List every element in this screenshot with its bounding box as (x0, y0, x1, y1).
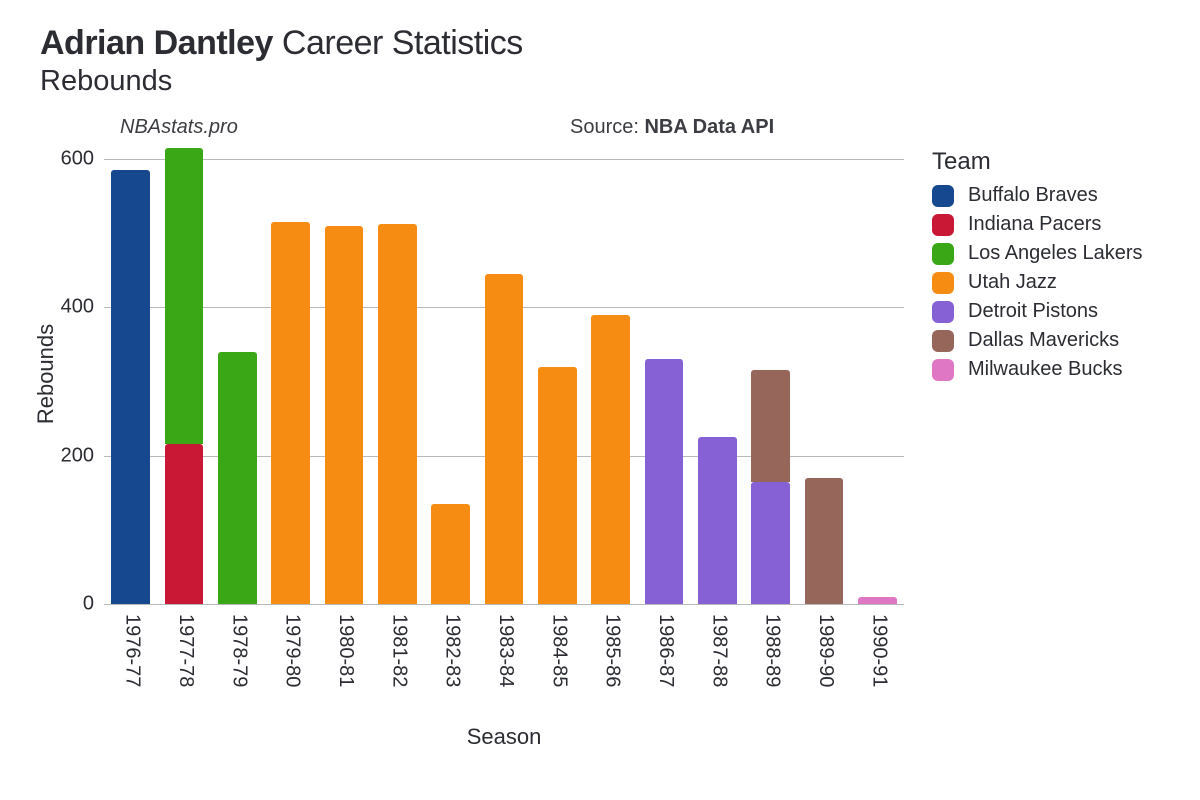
bar-slot (805, 144, 843, 604)
bar-segment (858, 597, 896, 604)
legend-title: Team (932, 148, 1143, 176)
bar-slot (271, 144, 309, 604)
site-credit: NBAstats.pro (120, 116, 238, 139)
x-tick-label: 1990-91 (867, 614, 890, 687)
x-tick-label: 1976-77 (121, 614, 144, 687)
x-tick-label: 1978-79 (227, 614, 250, 687)
bar-segment (378, 224, 416, 604)
x-tick-label: 1986-87 (654, 614, 677, 687)
bar-segment (218, 352, 256, 604)
legend-label: Utah Jazz (968, 271, 1057, 294)
legend-item: Milwaukee Bucks (932, 358, 1143, 381)
plot-row: Rebounds Season 02004006001976-771977-78… (40, 144, 1160, 604)
y-tick-label: 0 (34, 593, 94, 616)
legend-swatch (932, 301, 954, 323)
legend-swatch (932, 330, 954, 352)
x-tick-label: 1979-80 (281, 614, 304, 687)
chart-title: Adrian Dantley Career Statistics (40, 24, 1160, 63)
legend-item: Utah Jazz (932, 271, 1143, 294)
legend-item: Detroit Pistons (932, 300, 1143, 323)
bar-slot (538, 144, 576, 604)
x-tick-label: 1984-85 (547, 614, 570, 687)
legend-swatch (932, 243, 954, 265)
legend-label: Buffalo Braves (968, 184, 1098, 207)
bar-slot (751, 144, 789, 604)
plot-area: Rebounds Season 02004006001976-771977-78… (104, 144, 904, 604)
bar-segment (645, 359, 683, 604)
x-tick-label: 1982-83 (441, 614, 464, 687)
legend-label: Indiana Pacers (968, 213, 1101, 236)
bar-segment (591, 315, 629, 604)
bar-segment (751, 370, 789, 481)
bar-segment (698, 437, 736, 604)
bar-segment (111, 170, 149, 604)
x-tick-label: 1989-90 (814, 614, 837, 687)
bar-segment (165, 444, 203, 604)
legend-swatch (932, 359, 954, 381)
gridline (104, 604, 904, 605)
legend-label: Milwaukee Bucks (968, 358, 1123, 381)
y-tick-label: 200 (34, 444, 94, 467)
y-tick-label: 600 (34, 147, 94, 170)
chart-container: Adrian Dantley Career Statistics Rebound… (0, 0, 1200, 800)
legend: Team Buffalo Braves Indiana Pacers Los Ang… (932, 144, 1143, 604)
legend-item: Buffalo Braves (932, 184, 1143, 207)
bar-segment (165, 148, 203, 445)
bar-segment (538, 367, 576, 604)
bar-segment (751, 482, 789, 604)
bar-slot (218, 144, 256, 604)
source-credit: Source: NBA Data API (570, 116, 774, 139)
bar-slot (591, 144, 629, 604)
x-tick-label: 1988-89 (761, 614, 784, 687)
source-label: Source: (570, 116, 644, 138)
source-name: NBA Data API (644, 116, 774, 138)
bar-segment (271, 222, 309, 604)
bar-slot (378, 144, 416, 604)
legend-label: Dallas Mavericks (968, 329, 1119, 352)
x-tick-label: 1977-78 (174, 614, 197, 687)
bar-slot (431, 144, 469, 604)
bar-segment (431, 504, 469, 604)
x-tick-label: 1981-82 (387, 614, 410, 687)
player-name: Adrian Dantley (40, 24, 273, 62)
bar-slot (111, 144, 149, 604)
bar-segment (485, 274, 523, 604)
bar-slot (698, 144, 736, 604)
bar-slot (165, 144, 203, 604)
x-tick-label: 1983-84 (494, 614, 517, 687)
x-tick-label: 1987-88 (707, 614, 730, 687)
bar-slot (485, 144, 523, 604)
title-block: Adrian Dantley Career Statistics Rebound… (40, 24, 1160, 98)
bar-segment (325, 226, 363, 604)
x-tick-label: 1985-86 (601, 614, 624, 687)
bar-slot (858, 144, 896, 604)
legend-label: Detroit Pistons (968, 300, 1098, 323)
stat-name: Rebounds (40, 65, 1160, 98)
y-axis-label: Rebounds (33, 324, 59, 424)
bar-slot (645, 144, 683, 604)
legend-label: Los Angeles Lakers (968, 242, 1143, 265)
legend-item: Dallas Mavericks (932, 329, 1143, 352)
title-suffix: Career Statistics (282, 24, 523, 62)
legend-swatch (932, 272, 954, 294)
x-axis-label: Season (467, 724, 542, 750)
legend-swatch (932, 185, 954, 207)
bar-slot (325, 144, 363, 604)
x-tick-label: 1980-81 (334, 614, 357, 687)
legend-item: Indiana Pacers (932, 213, 1143, 236)
annotation-row: NBAstats.pro Source: NBA Data API (40, 116, 1160, 144)
bar-segment (805, 478, 843, 604)
legend-swatch (932, 214, 954, 236)
legend-item: Los Angeles Lakers (932, 242, 1143, 265)
y-tick-label: 400 (34, 296, 94, 319)
